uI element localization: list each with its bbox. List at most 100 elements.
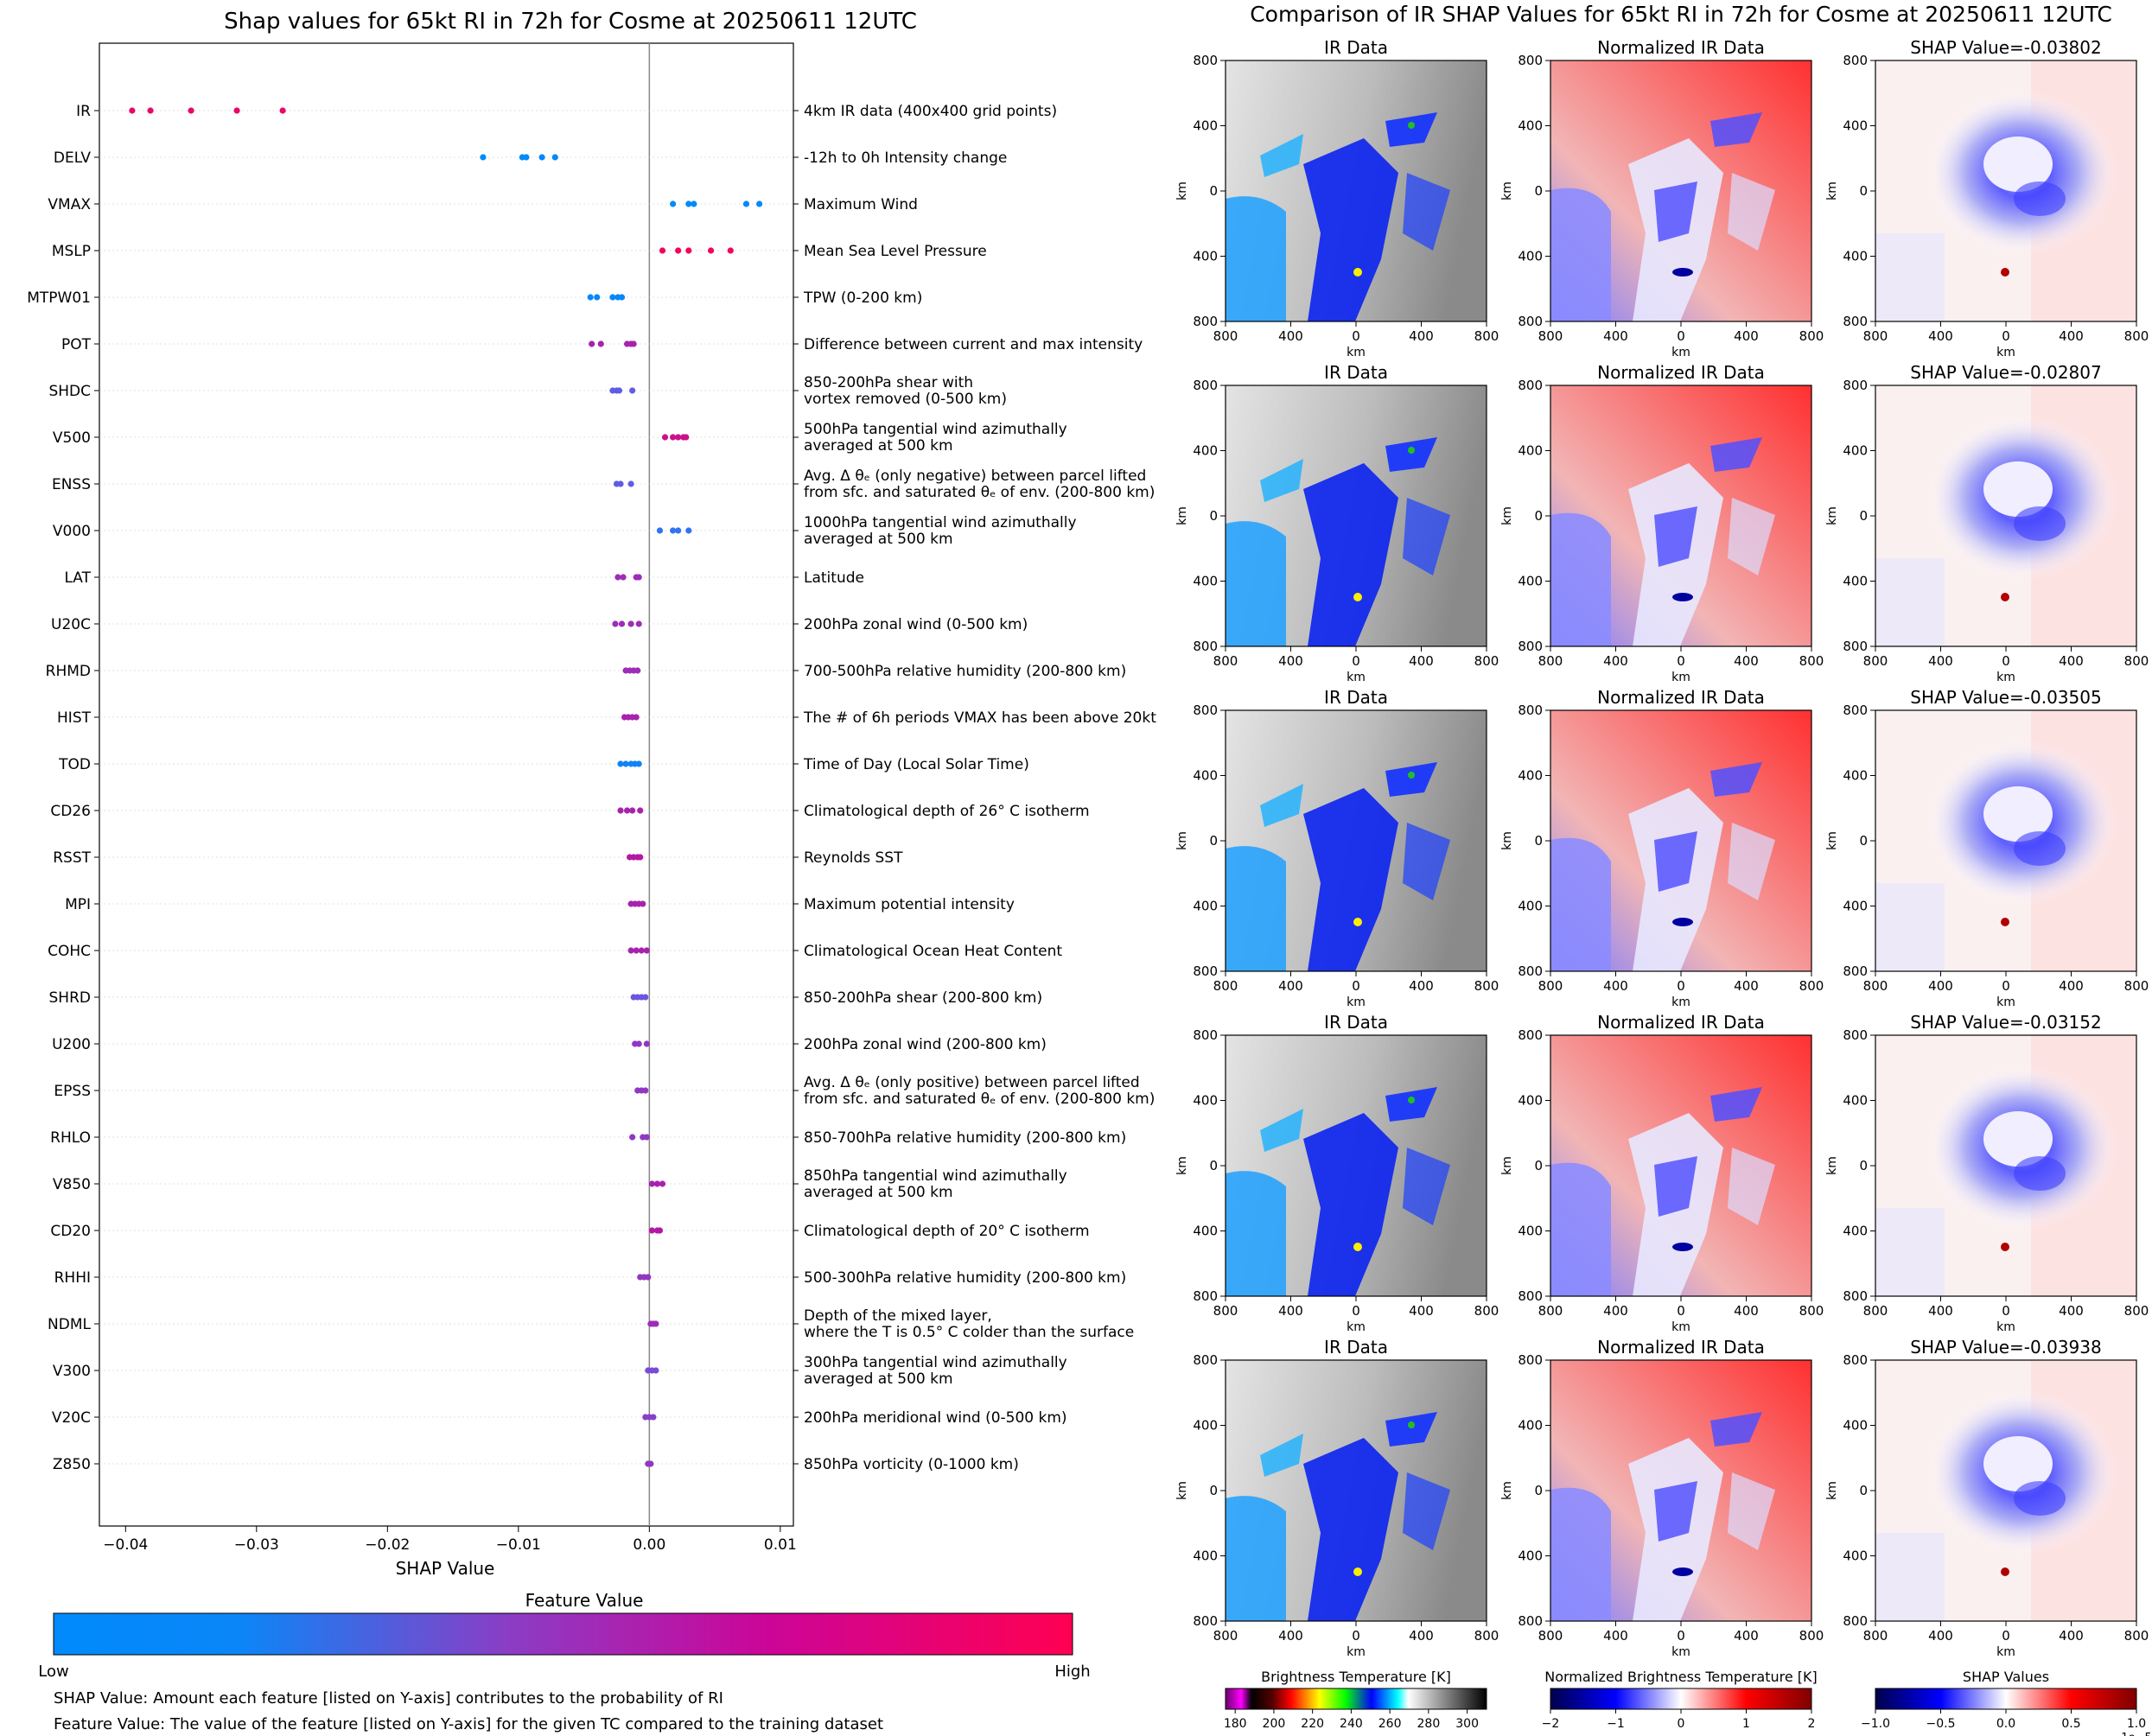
x-tick-label: 800 — [2124, 1628, 2149, 1644]
x-axis-label: km — [1671, 1645, 1690, 1659]
convective-region — [1385, 437, 1437, 472]
x-tick-label: 400 — [1928, 1628, 1953, 1644]
y-tick-label: 800 — [1518, 703, 1543, 718]
normalized-ir-title: Normalized IR Data — [1597, 37, 1765, 58]
shap-point — [685, 200, 692, 207]
y-axis-label: km — [1825, 1156, 1839, 1175]
ir-data-title: IR Data — [1324, 1012, 1388, 1033]
y-tick-label: 400 — [1518, 1418, 1543, 1434]
x-tick-label: 400 — [1278, 1303, 1303, 1319]
cold-core — [1672, 593, 1693, 601]
feature-description: Maximum Wind — [804, 196, 918, 213]
shap-value-title: SHAP Value=-0.03152 — [1910, 1012, 2101, 1033]
y-tick-label: 400 — [1193, 768, 1218, 784]
shap-point — [129, 107, 136, 114]
convective-region — [1385, 112, 1437, 147]
x-tick-label: 400 — [1928, 978, 1953, 994]
y-tick-label: 400 — [1193, 899, 1218, 914]
feature-label: SHRD — [49, 989, 91, 1007]
deep-convection-core — [1408, 1421, 1415, 1428]
feature-description: 200hPa meridional wind (0-500 km) — [804, 1409, 1067, 1427]
shap-point — [622, 760, 629, 767]
x-tick-label: 0 — [1677, 978, 1685, 994]
colorbar-3: SHAP Values −1.0 −0.5 0.0 0.5 1.01e−5 — [1861, 1669, 2152, 1736]
y-tick-label: 800 — [1843, 1352, 1868, 1368]
feature-label: RSST — [53, 849, 91, 867]
x-tick-label: 800 — [1538, 978, 1563, 994]
y-tick-label: 400 — [1518, 1548, 1543, 1564]
x-tick-label: 400 — [1278, 1628, 1303, 1644]
shap-value-title: SHAP Value=-0.03802 — [1910, 37, 2101, 58]
x-tick-label: 800 — [1474, 978, 1499, 994]
x-tick-label: 800 — [1213, 653, 1238, 669]
feature-label: V300 — [53, 1363, 91, 1380]
x-tick-label: 400 — [1928, 653, 1953, 669]
y-tick-label: 0 — [1209, 508, 1218, 524]
shap-point — [727, 247, 734, 254]
colorbar-title: Brightness Temperature [K] — [1261, 1669, 1451, 1685]
x-tick-label: 800 — [1799, 328, 1824, 344]
x-tick-label: 800 — [1799, 1303, 1824, 1319]
feature-label: TOD — [58, 756, 91, 773]
colorbar-scale-label: 1e−5 — [2121, 1732, 2151, 1736]
shap-point — [640, 900, 646, 907]
feature-description: The # of 6h periods VMAX has been above … — [803, 709, 1156, 727]
y-tick-label: 400 — [1518, 1224, 1543, 1239]
x-tick-label: 400 — [1409, 1628, 1434, 1644]
x-tick-label: 800 — [1474, 653, 1499, 669]
cold-region — [1654, 506, 1697, 567]
normalized-ir-title: Normalized IR Data — [1597, 687, 1765, 708]
ir-data-title: IR Data — [1324, 687, 1388, 708]
cold-region — [1550, 837, 1611, 971]
colorbar-tick-label: 240 — [1340, 1717, 1363, 1731]
colorbar-tick-label: −1.0 — [1861, 1717, 1890, 1731]
ir-data-title: IR Data — [1324, 362, 1388, 383]
feature-description: from sfc. and saturated θₑ of env. (200-… — [804, 1091, 1155, 1108]
y-tick-label: 400 — [1843, 118, 1868, 134]
x-tick-label: 800 — [1863, 1303, 1888, 1319]
y-tick-label: 0 — [1859, 508, 1868, 524]
y-tick-label: 400 — [1518, 768, 1543, 784]
y-tick-label: 800 — [1843, 1288, 1868, 1304]
shap-point — [643, 1040, 650, 1047]
feature-label: U20C — [51, 616, 91, 633]
y-tick-label: 800 — [1193, 1613, 1218, 1629]
feature-description: where the T is 0.5° C colder than the su… — [804, 1324, 1134, 1341]
feature-label: IR — [76, 103, 91, 120]
feature-description: Difference between current and max inten… — [804, 336, 1143, 353]
x-tick-label: 400 — [1409, 328, 1434, 344]
shap-point — [634, 667, 641, 674]
x-tick-label: 400 — [1278, 653, 1303, 669]
shap-point — [523, 154, 530, 161]
shap-point — [648, 1180, 655, 1187]
feature-description: from sfc. and saturated θₑ of env. (200-… — [804, 484, 1155, 501]
colorbar-tick-label: 0.0 — [1996, 1717, 2015, 1731]
x-tick-label: 400 — [1603, 1628, 1628, 1644]
convective-region — [1303, 463, 1398, 646]
cloud-region — [1260, 134, 1303, 177]
shap-point — [650, 1414, 657, 1421]
y-tick-label: 800 — [1843, 639, 1868, 654]
shap-value-title: SHAP Value=-0.03505 — [1910, 687, 2101, 708]
colorbar-tick-label: 180 — [1224, 1717, 1247, 1731]
convective-region — [1303, 1113, 1398, 1296]
shap-point — [617, 480, 624, 487]
shap-point — [645, 1274, 652, 1281]
shap-point — [683, 434, 690, 441]
shap-point — [670, 434, 677, 441]
y-tick-label: 800 — [1843, 314, 1868, 329]
cold-region — [1654, 1481, 1697, 1542]
positive-shap-spot — [2001, 1567, 2009, 1576]
colorbar-bar — [1875, 1688, 2137, 1710]
negative-shap-region — [1875, 233, 1945, 321]
x-tick-label: 0.01 — [764, 1536, 797, 1554]
x-tick-label: 400 — [1928, 1303, 1953, 1319]
shap-beeswarm-plot: IR 4km IR data (400x400 grid points) DELV -… — [27, 42, 1156, 1579]
cold-region — [1710, 1087, 1762, 1122]
colorbar-tick-label: −0.5 — [1926, 1717, 1956, 1731]
y-axis-label: km — [1175, 181, 1189, 200]
x-tick-label: 800 — [1863, 328, 1888, 344]
bottom-colorbars: Brightness Temperature [K] 180 200 220 240 26… — [1224, 1669, 2152, 1736]
convective-region — [1403, 1472, 1450, 1550]
negative-shap-region — [1875, 883, 1945, 971]
